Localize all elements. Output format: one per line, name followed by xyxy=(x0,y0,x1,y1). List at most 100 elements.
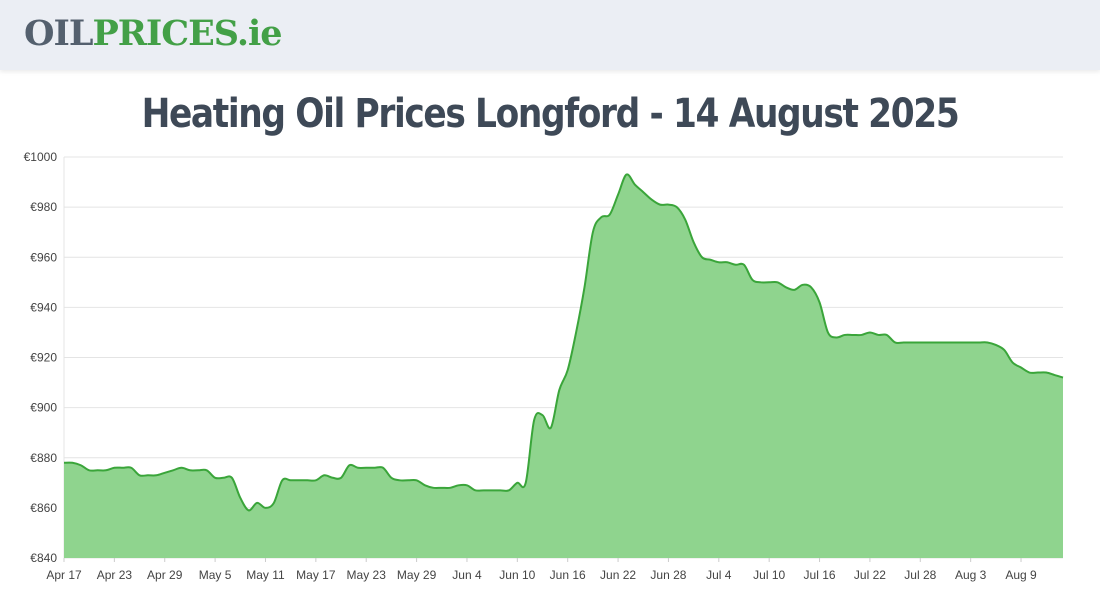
data-point xyxy=(280,478,284,482)
data-point xyxy=(247,508,251,512)
y-tick-label: €880 xyxy=(30,451,57,465)
data-point xyxy=(255,501,259,505)
x-tick-label: Jun 16 xyxy=(550,568,586,582)
x-tick-label: May 29 xyxy=(397,568,437,582)
data-point xyxy=(331,476,335,480)
data-point xyxy=(818,300,822,304)
data-point xyxy=(1036,371,1040,375)
data-point xyxy=(448,486,452,490)
data-point xyxy=(96,468,100,472)
page-title: Heating Oil Prices Longford - 14 August … xyxy=(141,91,960,137)
data-point xyxy=(490,488,494,492)
data-point xyxy=(188,468,192,472)
data-point xyxy=(364,466,368,470)
data-point xyxy=(608,213,612,217)
data-point xyxy=(843,333,847,337)
data-point xyxy=(549,426,553,430)
data-point xyxy=(289,478,293,482)
data-point xyxy=(398,478,402,482)
data-point xyxy=(373,466,377,470)
data-point xyxy=(524,481,528,485)
data-point xyxy=(356,466,360,470)
data-point xyxy=(969,340,973,344)
data-point xyxy=(834,335,838,339)
data-point xyxy=(885,333,889,337)
data-point xyxy=(180,466,184,470)
price-series-line xyxy=(63,173,1064,512)
data-point xyxy=(893,340,897,344)
data-point xyxy=(121,466,125,470)
data-point xyxy=(532,418,536,422)
y-tick-label: €860 xyxy=(30,501,57,515)
x-tick-label: Apr 29 xyxy=(147,568,183,582)
data-point xyxy=(734,263,738,267)
data-point xyxy=(952,340,956,344)
data-point xyxy=(566,368,570,372)
data-point xyxy=(297,478,301,482)
data-point xyxy=(104,468,108,472)
y-tick-label: €900 xyxy=(30,401,57,415)
data-point xyxy=(641,190,645,194)
logo-oil-text: OIL xyxy=(24,13,93,54)
data-point xyxy=(776,280,780,284)
site-header: OILPRICES.ie xyxy=(0,0,1100,70)
data-point xyxy=(717,260,721,264)
data-point xyxy=(79,463,83,467)
data-point xyxy=(708,258,712,262)
y-tick-label: €1000 xyxy=(24,150,58,164)
data-point xyxy=(935,340,939,344)
data-point xyxy=(633,183,637,187)
x-tick-label: May 11 xyxy=(246,568,285,582)
x-tick-label: Jul 28 xyxy=(904,568,936,582)
data-point xyxy=(1044,371,1048,375)
x-tick-label: Aug 3 xyxy=(955,568,987,582)
x-tick-label: Jul 4 xyxy=(706,568,732,582)
data-point xyxy=(347,463,351,467)
x-tick-label: May 5 xyxy=(199,568,232,582)
data-point xyxy=(62,461,66,465)
data-point xyxy=(541,413,545,417)
data-point xyxy=(272,501,276,505)
plot-area xyxy=(62,173,1065,558)
data-point xyxy=(70,461,74,465)
y-tick-label: €920 xyxy=(30,351,57,365)
data-point xyxy=(263,506,267,510)
data-point xyxy=(238,496,242,500)
data-point xyxy=(666,203,670,207)
data-point xyxy=(440,486,444,490)
site-logo[interactable]: OILPRICES.ie xyxy=(24,13,283,54)
data-point xyxy=(910,340,914,344)
data-point xyxy=(675,205,679,209)
data-point xyxy=(700,255,704,259)
y-tick-label: €980 xyxy=(30,200,57,214)
logo-tld-text: .ie xyxy=(236,13,283,54)
data-point xyxy=(482,488,486,492)
data-point xyxy=(683,218,687,222)
data-point xyxy=(851,333,855,337)
data-point xyxy=(759,280,763,284)
data-point xyxy=(171,468,175,472)
data-point xyxy=(457,483,461,487)
data-point xyxy=(1002,348,1006,352)
data-point xyxy=(213,476,217,480)
data-point xyxy=(205,468,209,472)
data-point xyxy=(918,340,922,344)
data-point xyxy=(960,340,964,344)
data-point xyxy=(87,468,91,472)
x-axis: Apr 17 Apr 23 Apr 29 May 5 May 11 May 17 May 2… xyxy=(46,558,1037,582)
data-point xyxy=(314,478,318,482)
data-point xyxy=(507,488,511,492)
data-point xyxy=(163,471,167,475)
data-point xyxy=(381,466,385,470)
data-point xyxy=(1027,371,1031,375)
data-point xyxy=(515,481,519,485)
x-tick-label: Jun 10 xyxy=(499,568,535,582)
data-point xyxy=(1011,361,1015,365)
data-point xyxy=(389,476,393,480)
data-point xyxy=(658,203,662,207)
data-point xyxy=(599,215,603,219)
data-point xyxy=(868,330,872,334)
data-point xyxy=(1061,376,1065,380)
data-point xyxy=(650,198,654,202)
